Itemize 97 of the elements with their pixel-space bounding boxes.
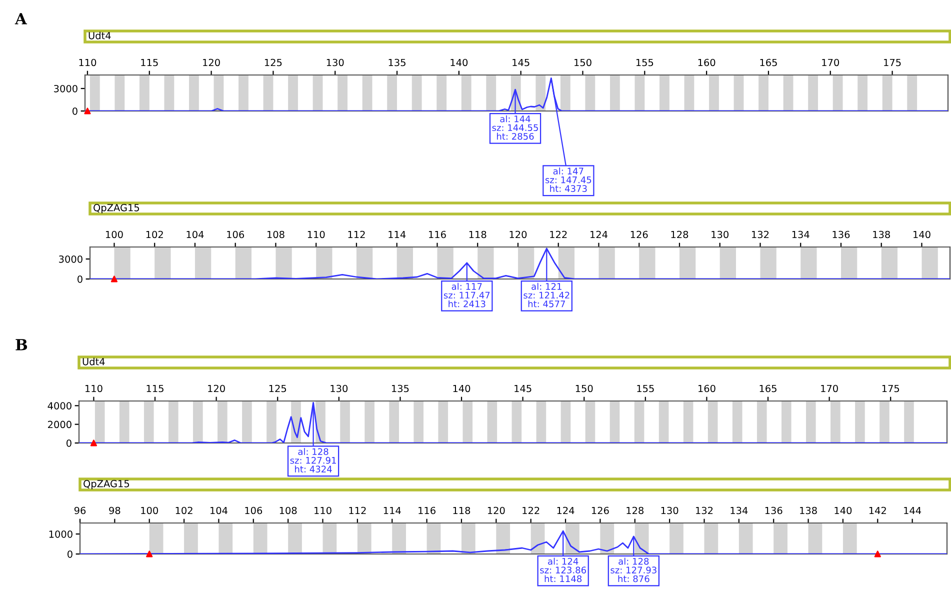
x-tick-label: 145 [514, 384, 532, 392]
x-tick-label: 140 [914, 230, 930, 238]
annotation: al: 117 sz: 117.47 ht: 2413 [444, 282, 490, 308]
x-tick-label: 112 [349, 506, 366, 514]
x-tick-label: 118 [453, 506, 470, 514]
x-tick-label: 124 [590, 230, 608, 238]
x-tick-label: 125 [264, 58, 282, 66]
annotation: al: 128 sz: 127.93 ht: 876 [610, 558, 656, 582]
x-tick-label: 120 [510, 230, 527, 238]
x-tick-label: 170 [822, 58, 840, 66]
x-tick-label: 108 [280, 506, 297, 514]
x-tick-label: 110 [314, 506, 332, 514]
x-tick-label: 125 [269, 384, 286, 392]
text: A [14, 13, 28, 24]
x-tick-label: 126 [592, 506, 609, 514]
x-tick-label: 130 [330, 384, 348, 392]
x-tick-label: 102 [146, 230, 163, 238]
x-tick-label: 175 [884, 58, 901, 66]
annotation: al: 147 sz: 147.45 ht: 4373 [545, 168, 592, 192]
y-tick-label: 4000 [48, 402, 72, 410]
x-tick-label: 110 [86, 384, 102, 392]
x-tick-label: 100 [106, 230, 123, 238]
x-tick-label: 120 [208, 384, 225, 392]
y-tick-label: 0 [68, 550, 72, 558]
x-tick-label: 104 [186, 230, 204, 238]
x-tick-label: 122 [522, 506, 540, 514]
annotation: al: 121 sz: 121.42 ht: 4577 [524, 282, 570, 308]
y-tick-label: 2000 [48, 420, 72, 428]
x-tick-label: 165 [760, 58, 777, 66]
x-tick-label: 104 [210, 506, 228, 514]
annotation: al: 144 sz: 144.55 ht: 2856 [492, 115, 538, 140]
x-tick-label: 112 [348, 230, 365, 238]
x-tick-label: 135 [392, 384, 409, 392]
y-tick-label: 0 [66, 439, 72, 447]
x-tick-label: 136 [832, 230, 850, 238]
chart-title: QpZAG15 [94, 204, 140, 214]
x-tick-label: 122 [550, 230, 567, 238]
x-tick-label: 110 [308, 230, 325, 238]
x-tick-label: 120 [488, 506, 505, 514]
x-tick-label: 140 [834, 506, 852, 514]
x-tick-label: 120 [203, 58, 220, 66]
x-tick-label: 132 [752, 230, 769, 238]
x-tick-label: 135 [388, 58, 406, 66]
x-tick-label: 98 [109, 506, 120, 514]
x-tick-label: 155 [637, 384, 654, 392]
x-tick-label: 144 [904, 506, 922, 514]
x-tick-label: 165 [760, 384, 776, 392]
x-tick-label: 136 [765, 506, 782, 514]
x-tick-label: 114 [384, 506, 401, 514]
x-tick-label: 106 [245, 506, 262, 514]
x-tick-label: 128 [626, 506, 644, 514]
x-tick-label: 170 [821, 384, 838, 392]
x-tick-label: 138 [873, 230, 890, 238]
x-tick-label: 145 [512, 58, 530, 66]
x-tick-label: 140 [450, 58, 468, 66]
x-tick-label: 100 [141, 506, 158, 514]
annotation: al: 124 sz: 123.86 ht: 1148 [540, 558, 586, 582]
x-tick-label: 175 [882, 384, 900, 392]
x-tick-label: 130 [661, 506, 678, 514]
x-tick-label: 124 [557, 506, 574, 514]
x-tick-label: 134 [792, 230, 810, 238]
line-series [79, 402, 947, 443]
x-tick-label: 106 [227, 230, 244, 238]
chart-title: QpZAG15 [84, 480, 130, 490]
x-tick-label: 142 [869, 506, 886, 514]
x-tick-label: 160 [698, 384, 716, 392]
x-tick-label: 132 [696, 506, 713, 514]
chart-title: Udt4 [88, 32, 111, 40]
x-tick-label: 160 [698, 58, 716, 66]
y-tick-label: 3000 [59, 255, 82, 263]
x-tick-label: 115 [141, 58, 158, 66]
chart-title: Udt4 [82, 358, 105, 366]
x-tick-label: 96 [74, 506, 86, 514]
y-tick-label: 0 [72, 107, 78, 115]
x-tick-label: 118 [469, 230, 486, 238]
x-tick-label: 150 [574, 58, 592, 66]
x-tick-label: 108 [268, 230, 284, 238]
y-tick-label: 1000 [49, 530, 72, 538]
y-tick-label: 0 [78, 275, 82, 283]
x-tick-label: 140 [453, 384, 470, 392]
x-tick-label: 130 [326, 58, 344, 66]
x-tick-label: 150 [576, 384, 593, 392]
x-tick-label: 134 [730, 506, 748, 514]
x-tick-label: 116 [418, 506, 436, 514]
x-tick-label: 116 [429, 230, 446, 238]
x-tick-label: 130 [712, 230, 728, 238]
x-tick-label: 102 [176, 506, 192, 514]
x-tick-label: 126 [630, 230, 648, 238]
x-tick-label: 128 [671, 230, 688, 238]
x-tick-label: 138 [800, 506, 817, 514]
annotation: al: 128 sz: 127.91 ht: 4324 [290, 448, 336, 472]
x-tick-label: 155 [636, 58, 654, 66]
x-tick-label: 115 [146, 384, 164, 392]
x-tick-label: 114 [388, 230, 406, 238]
x-tick-label: 110 [79, 58, 96, 66]
text: B [16, 339, 28, 350]
y-tick-label: 3000 [54, 84, 78, 92]
